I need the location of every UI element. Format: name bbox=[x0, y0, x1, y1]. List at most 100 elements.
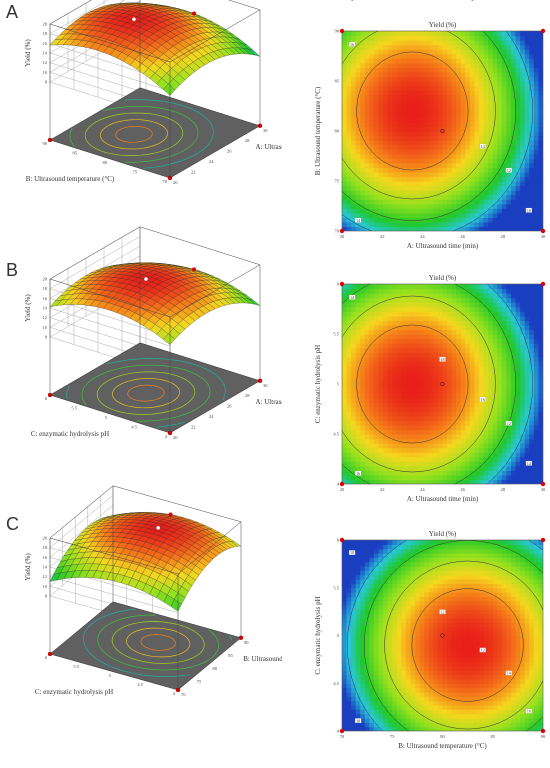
z-tick-label: 18 bbox=[43, 31, 48, 36]
design-point bbox=[440, 633, 445, 638]
z-tick-label: 10 bbox=[43, 325, 48, 330]
z-tick-label: 16 bbox=[43, 555, 48, 560]
contour-value-label: 16 bbox=[481, 397, 485, 402]
y-tick-label: 90 bbox=[335, 29, 340, 34]
x-tick-label: 30 bbox=[541, 234, 546, 239]
z-tick-label: 18 bbox=[43, 286, 48, 291]
x-tick-label: 90 bbox=[244, 640, 249, 645]
z-tick-label: 10 bbox=[43, 584, 48, 589]
contour-plot-a: 16 14 12 10 14 Yield (%) 20 22 24 26 28 30 70 75 80 85 9… bbox=[282, 0, 550, 291]
corner-point bbox=[339, 28, 345, 34]
y-tick-label: 70 bbox=[335, 229, 340, 234]
x-tick-label: 90 bbox=[541, 734, 546, 739]
design-point bbox=[47, 137, 53, 143]
z-tick-label: 14 bbox=[43, 565, 48, 570]
contour-value-label: 16 bbox=[356, 471, 360, 476]
x-tick-label: 22 bbox=[191, 170, 196, 175]
x-tick-label: 26 bbox=[227, 404, 232, 409]
x-tick-label: 28 bbox=[245, 393, 250, 398]
z-tick-label: 10 bbox=[43, 70, 48, 75]
x-tick-label: 75 bbox=[390, 734, 395, 739]
x-tick-label: 28 bbox=[245, 138, 250, 143]
z-tick-label: 14 bbox=[43, 306, 48, 311]
x-tick-label: 70 bbox=[181, 692, 186, 697]
plot-frame bbox=[341, 30, 544, 232]
y-tick-label: 5.5 bbox=[71, 406, 77, 411]
floor-contour bbox=[83, 608, 233, 677]
corner-point bbox=[339, 281, 345, 287]
y-tick-label: 5.5 bbox=[73, 664, 79, 669]
design-point bbox=[440, 381, 445, 387]
design-point bbox=[167, 175, 173, 181]
design-point bbox=[192, 11, 196, 16]
design-point bbox=[156, 525, 161, 531]
floor-contour bbox=[66, 358, 226, 428]
z-axis-label: Yield (%) bbox=[24, 39, 32, 67]
y-tick-label: 4 bbox=[165, 434, 168, 439]
x-tick-label: 80 bbox=[213, 666, 218, 671]
design-point bbox=[440, 128, 445, 134]
floor-contour bbox=[69, 105, 199, 163]
contour-value-label: 14 bbox=[527, 461, 531, 466]
corner-point bbox=[540, 728, 546, 734]
z-tick-label: 20 bbox=[43, 277, 48, 282]
z-tick-label: 16 bbox=[43, 296, 48, 301]
panel-letter-a: A bbox=[6, 2, 18, 22]
y-axis-label: C: enzymatic hydrolysis pH bbox=[31, 430, 109, 438]
contour-line bbox=[411, 588, 524, 702]
y-axis-label: C: enzymatic hydrolysis pH bbox=[314, 596, 322, 674]
z-tick-label: 20 bbox=[43, 22, 48, 27]
contour-plot-c: 10 12 14 16 18 12 Yield (%) 70 75 80 85 90 4 4.5 5 5.5 6… bbox=[282, 510, 550, 768]
floor-contour bbox=[112, 378, 180, 409]
design-point bbox=[192, 267, 196, 272]
surface-mesh bbox=[49, 512, 242, 612]
plot-frame bbox=[341, 539, 544, 732]
x-tick-label: 28 bbox=[501, 487, 506, 492]
y-tick-label: 75 bbox=[335, 179, 340, 184]
y-tick-label: 4.5 bbox=[333, 681, 339, 686]
design-point bbox=[47, 392, 53, 398]
x-tick-label: 30 bbox=[541, 487, 546, 492]
plot-box bbox=[49, 485, 242, 690]
contour-plot-b: 14 16 12 14 16 18 Yield (%) 20 22 24 26 28 30 4 4.5 5 5.… bbox=[282, 254, 550, 544]
y-tick-label: 6 bbox=[45, 655, 48, 660]
y-tick-label: 4.5 bbox=[137, 682, 143, 687]
corner-point bbox=[540, 537, 546, 543]
x-tick-label: 26 bbox=[460, 234, 465, 239]
x-axis-label: A: Ultrasound time (min) bbox=[407, 242, 479, 250]
floor-contour bbox=[84, 112, 184, 156]
y-tick-label: 80 bbox=[335, 129, 340, 134]
surface-floor bbox=[49, 342, 261, 434]
design-point bbox=[47, 651, 53, 657]
z-tick-label: 8 bbox=[45, 594, 48, 599]
x-tick-label: 24 bbox=[209, 159, 214, 164]
corner-point bbox=[540, 481, 546, 487]
contour-title: Yield (%) bbox=[429, 274, 457, 282]
design-point bbox=[167, 430, 173, 436]
x-tick-label: 22 bbox=[380, 487, 385, 492]
contour-fill bbox=[342, 284, 544, 485]
z-tick-label: 18 bbox=[43, 545, 48, 550]
z-tick-label: 16 bbox=[43, 41, 48, 46]
panel-letter-c: C bbox=[6, 514, 19, 534]
contour-value-label: 14 bbox=[350, 295, 354, 300]
y-tick-label: 70 bbox=[163, 179, 168, 184]
contour-value-label: 10 bbox=[527, 208, 531, 213]
z-tick-label: 14 bbox=[43, 51, 48, 56]
contour-line bbox=[384, 560, 550, 730]
contour-line bbox=[356, 51, 469, 171]
contour-fill bbox=[342, 31, 544, 232]
x-tick-label: 28 bbox=[501, 234, 506, 239]
floor-contour bbox=[96, 371, 196, 415]
x-tick-label: 24 bbox=[209, 414, 214, 419]
z-tick-label: 12 bbox=[43, 60, 48, 65]
contour-value-label: 10 bbox=[350, 550, 354, 555]
floor-contour bbox=[140, 634, 176, 651]
contour-value-label: 12 bbox=[507, 168, 511, 173]
design-point bbox=[257, 378, 263, 383]
floor-contour bbox=[127, 384, 165, 402]
z-tick-label: 12 bbox=[43, 574, 48, 579]
